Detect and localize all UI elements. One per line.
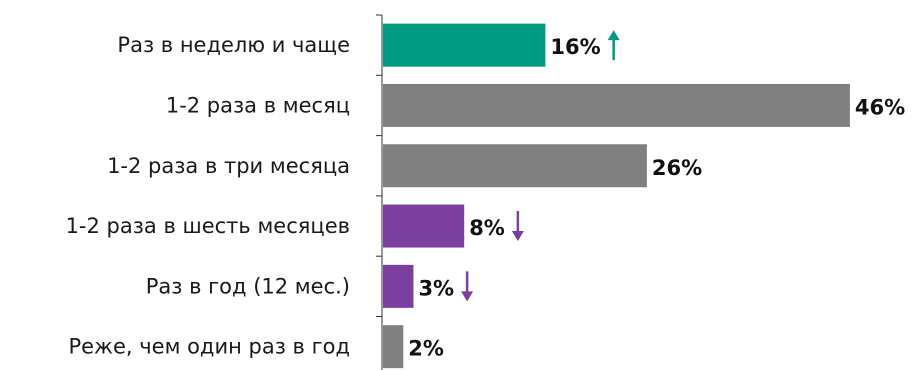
bar bbox=[383, 325, 404, 369]
value-label: 46% bbox=[855, 95, 905, 119]
category-labels: Раз в неделю и чаще 1-2 раза в месяц 1-2 р… bbox=[66, 33, 350, 359]
bars bbox=[383, 23, 850, 369]
arrow-up-icon bbox=[607, 30, 620, 61]
value-label: 26% bbox=[652, 156, 702, 180]
category-label: Реже, чем один раз в год bbox=[68, 335, 350, 359]
arrow-down-icon bbox=[511, 211, 524, 242]
value-label: 2% bbox=[408, 337, 444, 361]
category-label: Раз в неделю и чаще bbox=[117, 33, 350, 57]
value-label: 16% bbox=[550, 35, 600, 59]
y-axis-ticks bbox=[376, 14, 382, 317]
bar bbox=[383, 23, 546, 67]
value-label: 3% bbox=[418, 276, 454, 300]
category-label: 1-2 раза в три месяца bbox=[107, 154, 350, 178]
bar bbox=[383, 83, 850, 127]
category-label: 1-2 раза в месяц bbox=[166, 93, 350, 117]
value-labels: 16% 46% 26% 8% 3% 2% bbox=[408, 35, 905, 361]
bar bbox=[383, 204, 465, 248]
arrow-down-icon bbox=[461, 271, 474, 302]
bar bbox=[383, 264, 414, 308]
bar bbox=[383, 144, 647, 188]
category-label: Раз в год (12 мес.) bbox=[146, 274, 350, 298]
value-label: 8% bbox=[469, 216, 505, 240]
trend-arrows bbox=[461, 30, 620, 302]
category-label: 1-2 раза в шесть месяцев bbox=[66, 214, 350, 238]
